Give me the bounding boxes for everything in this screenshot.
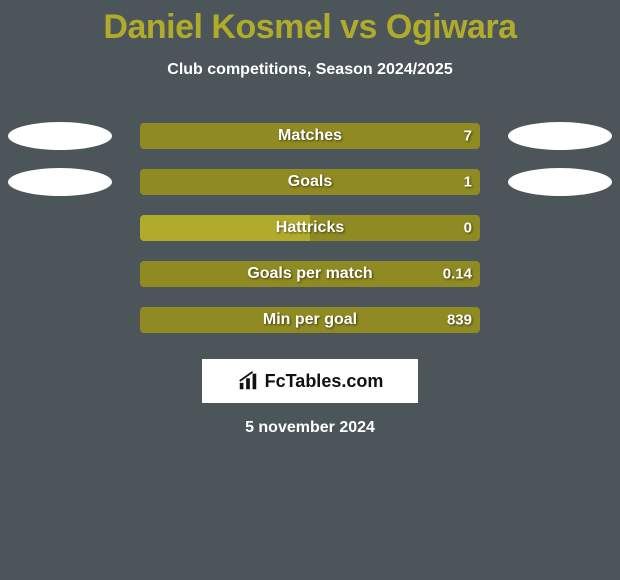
stat-bar: Matches 7 [140,123,480,149]
stat-label: Matches [278,127,342,145]
stat-label: Goals [288,173,332,191]
stat-label: Min per goal [263,311,357,329]
stat-row: Matches 7 [0,113,620,159]
stat-value-right: 1 [464,174,472,191]
page-title: Daniel Kosmel vs Ogiwara [0,0,620,47]
comparison-card: Daniel Kosmel vs Ogiwara Club competitio… [0,0,620,580]
brand-badge: FcTables.com [202,359,418,403]
stat-label: Hattricks [276,219,344,237]
page-subtitle: Club competitions, Season 2024/2025 [0,61,620,79]
stat-value-right: 7 [464,128,472,145]
stat-row: Goals 1 [0,159,620,205]
player-left-avatar [8,168,112,196]
player-left-avatar [8,122,112,150]
stat-value-right: 839 [447,312,472,329]
footer-date: 5 november 2024 [0,419,620,437]
bar-chart-icon [237,370,259,392]
brand-text: FcTables.com [265,371,384,392]
stats-block: Matches 7 Goals 1 Hattricks 0 Goals per match 0… [0,113,620,343]
stat-bar: Min per goal 839 [140,307,480,333]
player-right-avatar [508,168,612,196]
stat-value-right: 0.14 [443,266,472,283]
stat-bar: Hattricks 0 [140,215,480,241]
stat-row: Hattricks 0 [0,205,620,251]
player-right-avatar [508,122,612,150]
stat-bar: Goals 1 [140,169,480,195]
stat-value-right: 0 [464,220,472,237]
stat-label: Goals per match [247,265,372,283]
stat-bar: Goals per match 0.14 [140,261,480,287]
stat-row: Min per goal 839 [0,297,620,343]
stat-row: Goals per match 0.14 [0,251,620,297]
